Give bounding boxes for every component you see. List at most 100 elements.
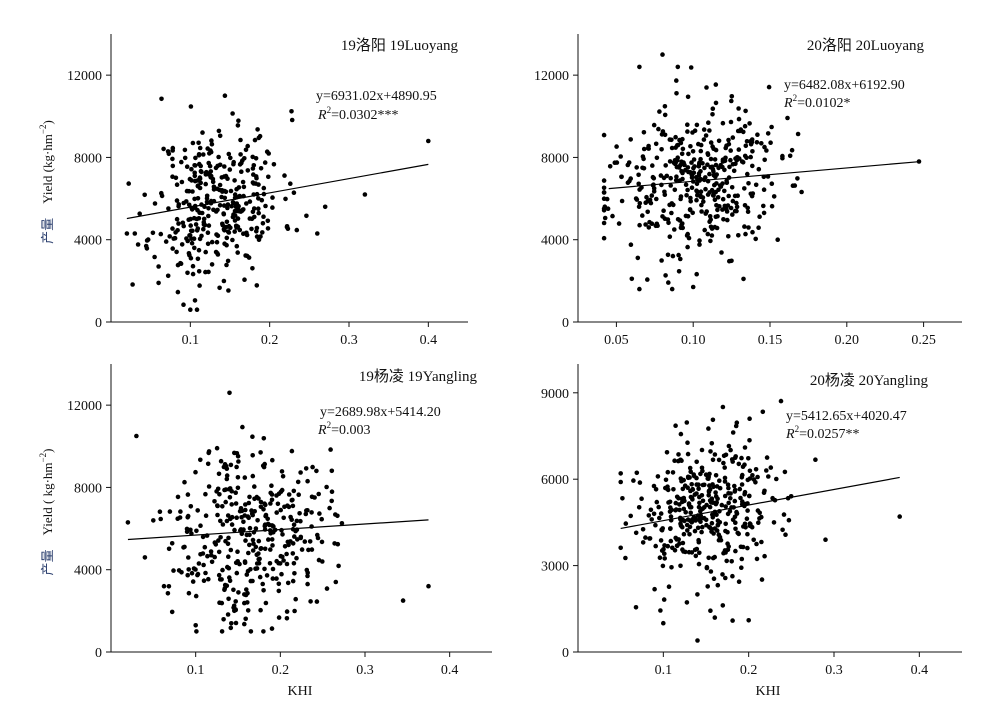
data-point bbox=[708, 156, 714, 162]
data-point bbox=[670, 470, 676, 475]
data-point bbox=[188, 223, 193, 228]
data-point bbox=[203, 513, 209, 518]
data-point bbox=[262, 546, 268, 552]
data-point bbox=[640, 540, 646, 545]
data-point bbox=[426, 583, 431, 589]
data-point bbox=[748, 154, 753, 160]
data-point bbox=[186, 251, 192, 256]
data-point bbox=[188, 255, 194, 261]
data-point bbox=[658, 173, 664, 178]
data-point bbox=[327, 505, 332, 511]
data-point bbox=[234, 464, 239, 470]
data-point bbox=[290, 578, 296, 584]
data-point bbox=[718, 537, 724, 543]
data-point bbox=[231, 161, 236, 167]
y-tick-label: 4000 bbox=[74, 234, 102, 249]
data-point bbox=[686, 151, 691, 157]
data-point bbox=[678, 256, 683, 262]
data-point bbox=[228, 625, 234, 631]
data-point bbox=[195, 256, 201, 262]
data-point bbox=[292, 534, 297, 539]
data-point bbox=[193, 623, 198, 628]
data-point bbox=[194, 307, 200, 313]
data-point bbox=[698, 471, 703, 477]
data-point bbox=[712, 615, 718, 620]
data-point bbox=[651, 511, 657, 517]
data-point bbox=[747, 523, 753, 529]
y-tick-label: 6000 bbox=[541, 473, 569, 488]
x-tick-label: 0.4 bbox=[911, 663, 929, 678]
data-point bbox=[170, 226, 175, 231]
data-point bbox=[246, 515, 251, 521]
data-point bbox=[205, 461, 211, 467]
data-point bbox=[725, 482, 731, 488]
data-point bbox=[305, 573, 310, 579]
data-point bbox=[209, 552, 214, 558]
data-point bbox=[673, 423, 678, 429]
data-point bbox=[723, 521, 728, 527]
data-point bbox=[225, 176, 230, 181]
data-point bbox=[233, 620, 239, 626]
data-point bbox=[309, 510, 314, 515]
data-point bbox=[245, 608, 251, 613]
data-point bbox=[679, 159, 684, 164]
data-point bbox=[645, 209, 650, 215]
data-point bbox=[269, 497, 275, 503]
data-point bbox=[674, 164, 680, 170]
data-point bbox=[268, 501, 273, 506]
data-point bbox=[190, 263, 196, 269]
data-point bbox=[709, 527, 715, 532]
data-point bbox=[651, 483, 657, 489]
data-point bbox=[186, 590, 192, 596]
data-point bbox=[700, 498, 706, 504]
data-point bbox=[328, 447, 333, 452]
data-point bbox=[706, 426, 711, 431]
data-point bbox=[302, 539, 308, 544]
data-point bbox=[664, 173, 670, 179]
data-point bbox=[292, 608, 297, 614]
data-point bbox=[242, 600, 247, 606]
data-point bbox=[258, 499, 264, 505]
data-point bbox=[744, 516, 750, 521]
data-point bbox=[161, 146, 166, 152]
data-point bbox=[216, 572, 222, 578]
data-point bbox=[246, 500, 252, 506]
data-point bbox=[212, 554, 217, 560]
data-point bbox=[717, 485, 723, 491]
data-point bbox=[288, 539, 293, 544]
data-point bbox=[693, 553, 699, 559]
data-point bbox=[702, 165, 707, 171]
data-point bbox=[678, 563, 683, 569]
data-point bbox=[703, 175, 708, 180]
data-point bbox=[759, 577, 765, 582]
data-point bbox=[690, 284, 696, 290]
data-point bbox=[221, 278, 227, 284]
data-point bbox=[245, 168, 251, 173]
data-point bbox=[197, 283, 202, 288]
data-point bbox=[280, 554, 285, 560]
data-point bbox=[159, 96, 164, 102]
data-point bbox=[771, 520, 777, 525]
data-point bbox=[201, 226, 206, 232]
data-point bbox=[184, 164, 190, 169]
data-point bbox=[188, 527, 193, 533]
data-point bbox=[202, 544, 208, 550]
data-point bbox=[726, 544, 731, 549]
data-point bbox=[201, 578, 207, 583]
data-point bbox=[274, 510, 280, 515]
data-point bbox=[211, 184, 217, 190]
data-point bbox=[771, 194, 777, 199]
data-point bbox=[208, 169, 214, 174]
data-point bbox=[690, 517, 695, 522]
data-point bbox=[190, 271, 196, 277]
data-point bbox=[324, 586, 330, 591]
data-point bbox=[175, 228, 180, 233]
data-point bbox=[225, 564, 230, 570]
data-point bbox=[228, 225, 233, 231]
data-point bbox=[768, 465, 774, 470]
data-point bbox=[685, 94, 691, 100]
data-point bbox=[713, 100, 719, 106]
data-point bbox=[775, 237, 780, 242]
data-point bbox=[706, 488, 712, 494]
data-point bbox=[217, 577, 223, 582]
